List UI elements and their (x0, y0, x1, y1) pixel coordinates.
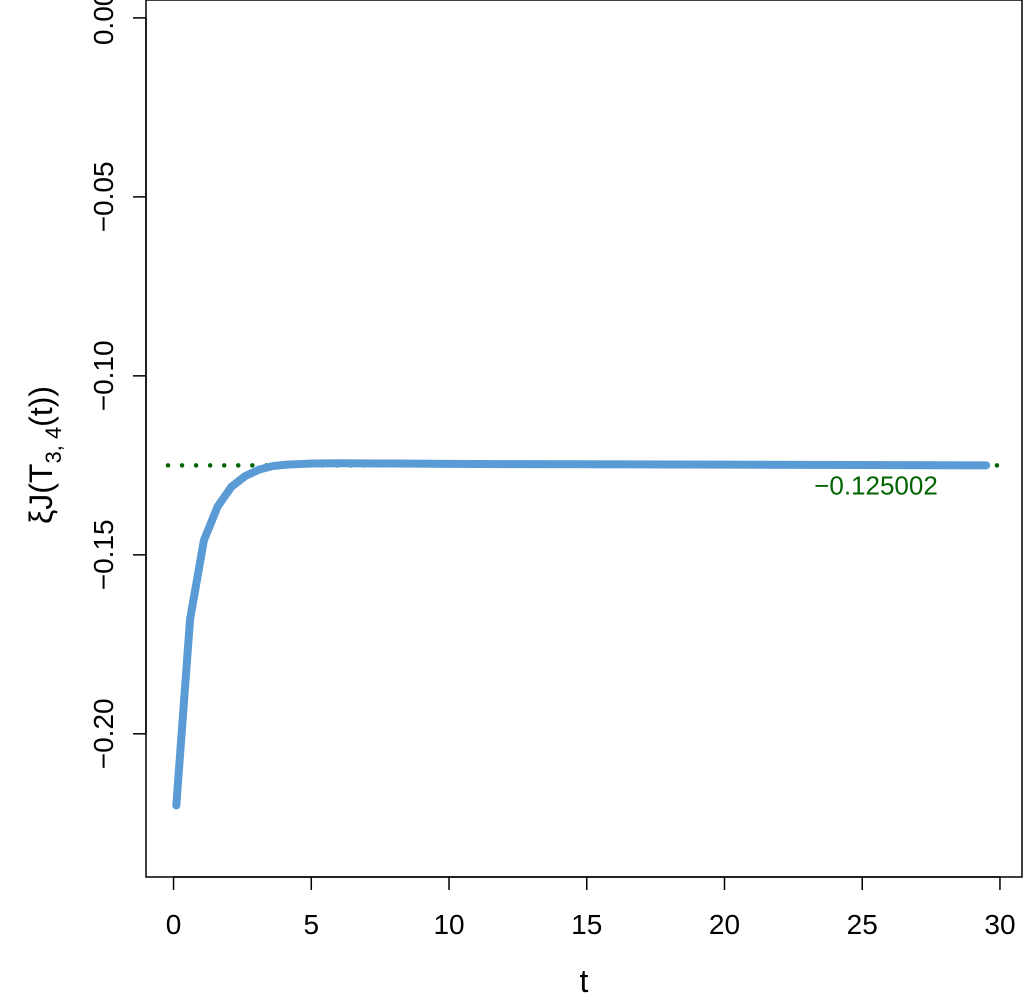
series-group: −0.125002 (172, 459, 991, 810)
y-axis-title-suffix: (t)) (23, 386, 59, 427)
y-tick-label: −0.05 (88, 161, 119, 232)
x-tick-label: 10 (433, 909, 464, 940)
y-tick-label: −0.20 (88, 698, 119, 769)
x-tick-label: 15 (571, 909, 602, 940)
x-tick-label: 0 (166, 909, 182, 940)
y-tick-label: 0.00 (88, 0, 119, 45)
x-tick-label: 5 (303, 909, 319, 940)
x-tick-label: 25 (847, 909, 878, 940)
y-tick-label: −0.15 (88, 519, 119, 590)
y-axis: 0.00 −0.05 −0.10 −0.15 −0.20 (88, 0, 147, 769)
reference-line-label: −0.125002 (814, 470, 938, 500)
plot-frame (145, 0, 1023, 878)
x-tick-label: 20 (709, 909, 740, 940)
x-axis-title: t (580, 963, 589, 999)
x-axis: 0 5 10 15 20 25 30 (166, 876, 1016, 940)
y-axis-title: ξJ(T3, 4(t)) (23, 386, 66, 524)
y-axis-title-subscript: 3, 4 (41, 427, 66, 464)
x-tick-label: 30 (984, 909, 1015, 940)
series-line (172, 459, 991, 810)
y-axis-title-prefix: ξJ(T (23, 464, 59, 525)
y-tick-label: −0.10 (88, 340, 119, 411)
